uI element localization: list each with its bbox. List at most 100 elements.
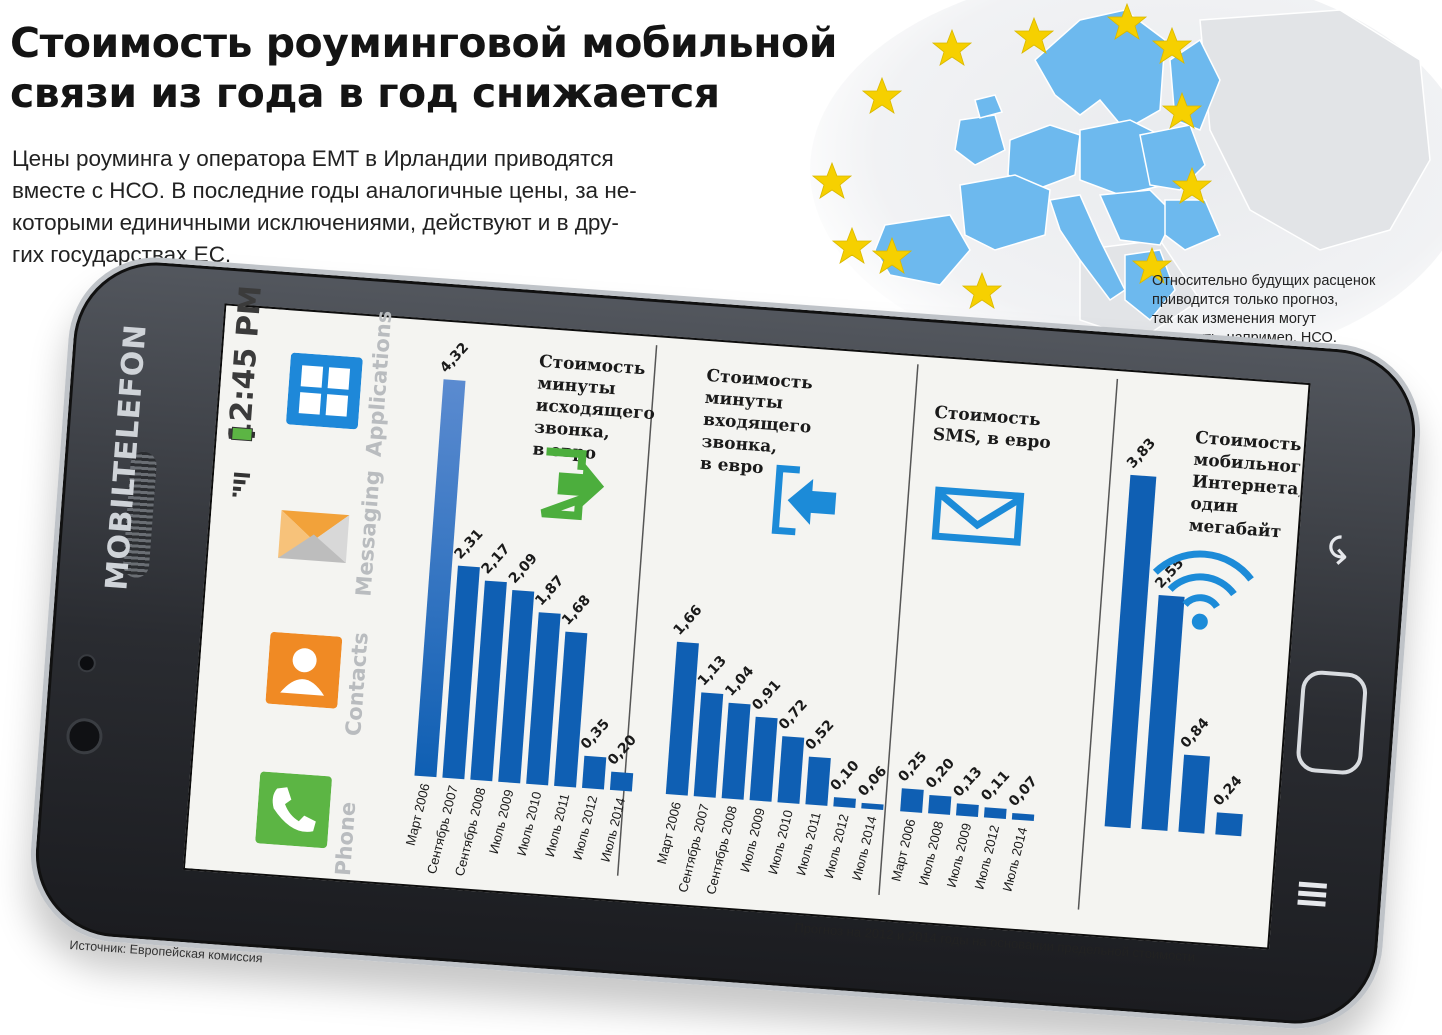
data-label: 1,66 [671,602,706,638]
data-label: 2,09 [506,550,541,586]
headline-line-1: Стоимость роуминговой мобильной [10,19,837,67]
app-contacts[interactable]: Contacts [257,609,415,740]
bar [665,641,699,796]
eu-stars [811,2,1213,309]
bar [693,692,724,798]
chart-title-line: минуты [704,388,784,414]
bar [498,589,535,784]
tick-label: Июль 2011 [542,792,572,858]
menu-icon[interactable] [1290,877,1333,922]
data-label: 0,24 [1210,773,1245,810]
bar [833,797,856,808]
bar [1141,594,1185,831]
bar [983,807,1007,820]
chart-title-line: мегабайт [1188,516,1282,543]
signal-bars-icon [232,472,251,497]
chart-title-line: звонка, [701,432,778,457]
tick-label: Июль 2010 [765,808,796,875]
chart-title-4: СтоимостьмобильногоИнтернета,одинмегабай… [1188,428,1307,544]
bar [721,702,751,800]
lead-line-3: которыми единичными исключениями, действ… [12,210,619,235]
bar [861,802,884,810]
app-applications[interactable]: Applications [278,310,436,461]
tick-label: Июль 2008 [916,820,947,887]
app-label-contacts: Contacts [341,631,373,737]
app-messaging[interactable]: Messaging [268,469,426,601]
tick-label: Июль 2014 [999,826,1030,893]
chart-title-2: Стоимостьминутывходящегозвонка,в евро [699,366,815,482]
app-phone[interactable]: Phone [247,749,405,880]
data-label: 0,84 [1178,715,1213,752]
envelope-icon [278,510,350,563]
data-label: 1,87 [532,573,567,609]
data-label: 0,35 [578,716,613,752]
forecast-note-line-1: Относительно будущих расценок [1152,273,1376,289]
data-label: 1,04 [722,663,757,700]
chart-title-line: в евро [699,454,764,479]
bar [554,631,588,788]
bar [1011,813,1035,822]
phone-mockup: MOBILTELEFON ↶ 12:45 PM [24,251,1427,1035]
status-clock: 12:45 PM [222,284,269,445]
phone-handset-icon [255,771,332,849]
chart-title-line: минуты [537,374,617,400]
tick-label: Июль 2009 [486,788,517,855]
bar [1178,754,1210,834]
bar [1104,474,1157,829]
bar [900,788,924,813]
charts-layer: Стоимостьминутыисходящегозвонка,в евро4,… [403,340,1308,896]
proximity-sensor [77,653,97,673]
home-button[interactable] [1295,669,1369,776]
back-arrow-icon[interactable]: ↶ [1318,532,1365,568]
app-label-applications: Applications [361,309,397,458]
eu-map [810,0,1442,370]
headline-line-2: связи из года в год снижается [10,69,720,117]
tick-label: Июль 2012 [972,824,1003,891]
bar [955,803,979,817]
incoming-call-icon [771,464,837,536]
outgoing-call-icon [540,447,605,521]
wifi-icon [1152,550,1254,630]
tick-label: Март 2006 [888,817,918,882]
data-label: 2,31 [451,526,486,562]
tick-label: Июль 2014 [598,796,629,863]
data-label: 0,72 [776,697,811,733]
bar [805,756,831,806]
bar [777,736,805,804]
bar [582,755,607,790]
tick-label: Март 2006 [403,782,433,847]
lead-line-2: вместе с НСО. В последние годы аналогичн… [12,178,637,203]
data-label: 0,20 [605,732,640,769]
data-label: 1,13 [695,653,730,689]
data-label: 3,83 [1124,435,1159,471]
tick-label: Июль 2009 [737,806,768,873]
chart-title-3: СтоимостьSMS, в евро [932,403,1053,454]
tick-label: Июль 2012 [821,813,852,880]
bar [442,565,480,780]
chart-panel-4: СтоимостьмобильногоИнтернета,одинмегабай… [1104,428,1307,837]
bar [414,379,466,778]
tick-label: Июль 2011 [793,810,823,876]
forecast-note-line-2: приводится только прогноз, [1152,292,1339,308]
front-camera [65,717,104,756]
chart-title-line: один [1190,494,1239,517]
forecast-note-line-3: так как изменения могут [1152,311,1317,327]
phone-screen: 12:45 PM Applicatio [182,284,1311,950]
data-label: 0,52 [802,717,837,753]
battery-icon [231,426,256,442]
headline: Стоимость роуминговой мобильной связи из… [10,18,870,118]
tick-label: Июль 2014 [849,815,880,882]
data-label: 1,68 [559,592,594,628]
bar [609,771,634,792]
chart-panel-2: Стоимостьминутывходящегозвонка,в евро 1,6… [654,366,890,896]
tick-label: Июль 2010 [514,790,545,857]
data-label: 0,91 [749,677,784,713]
bar [928,794,952,815]
lead-paragraph: Цены роуминга у оператора EMT в Ирландии… [12,143,712,271]
tick-label: Июль 2009 [944,822,975,889]
chart-panel-1: Стоимостьминутыисходящегозвонка,в евро4,… [403,340,656,878]
data-label: 4,32 [437,340,472,376]
tick-label: Июль 2012 [570,794,601,861]
charts-area: Стоимостьминутыисходящегозвонка,в евро4,… [403,340,1308,910]
app-launcher: Applications Messaging Contacts [247,310,438,883]
